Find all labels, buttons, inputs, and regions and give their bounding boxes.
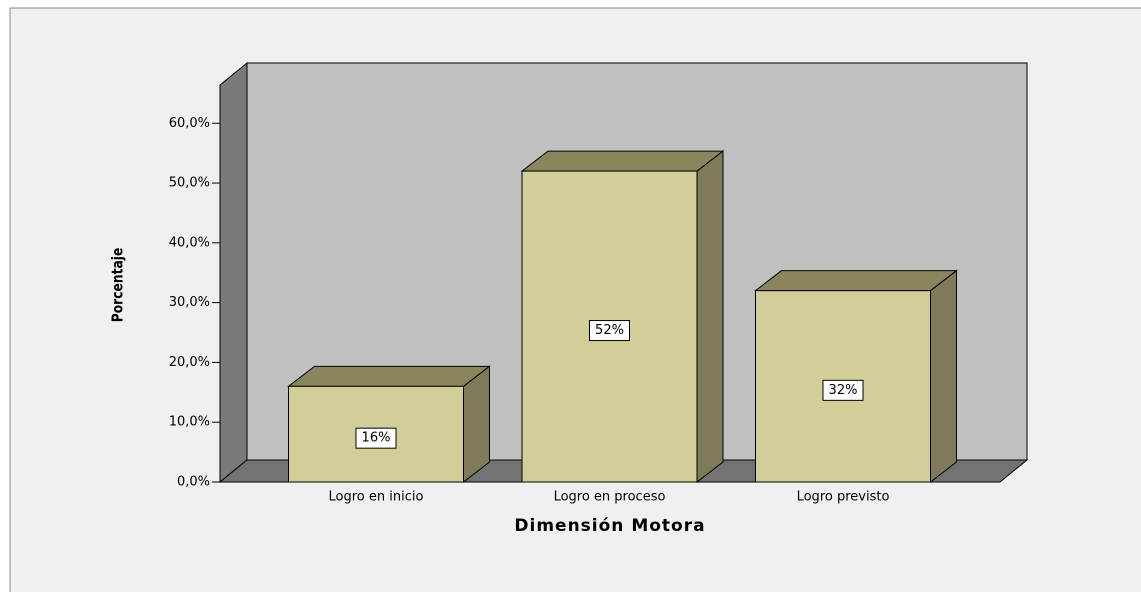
y-tick-label: 0,0%: [177, 475, 210, 490]
value-label: 32%: [829, 383, 858, 398]
bar-side: [930, 269, 957, 484]
bar-top: [520, 150, 725, 172]
x-tick-label: Logro previsto: [797, 490, 890, 505]
bar-side: [696, 150, 724, 484]
y-axis-label: Porcentaje: [109, 248, 126, 323]
y-tick-label: 10,0%: [169, 415, 210, 430]
y-tick-label: 30,0%: [169, 295, 210, 310]
value-label: 52%: [595, 323, 624, 338]
y-tick-label: 20,0%: [169, 355, 210, 370]
value-label-box: [822, 379, 864, 401]
bar-side: [463, 365, 490, 484]
bar-top: [287, 365, 491, 387]
value-label-box: [589, 320, 630, 342]
y-tick-label: 60,0%: [169, 116, 210, 131]
y-tick-label: 40,0%: [169, 235, 210, 250]
value-label: 16%: [362, 431, 391, 446]
y-tick-label: 50,0%: [169, 176, 210, 191]
value-label-box: [355, 427, 397, 449]
x-tick-label: Logro en inicio: [329, 490, 424, 505]
bar-top: [754, 270, 958, 292]
left-wall: [219, 61, 248, 484]
x-tick-label: Logro en proceso: [554, 490, 666, 505]
x-axis-label: Dimensión Motora: [514, 516, 705, 536]
